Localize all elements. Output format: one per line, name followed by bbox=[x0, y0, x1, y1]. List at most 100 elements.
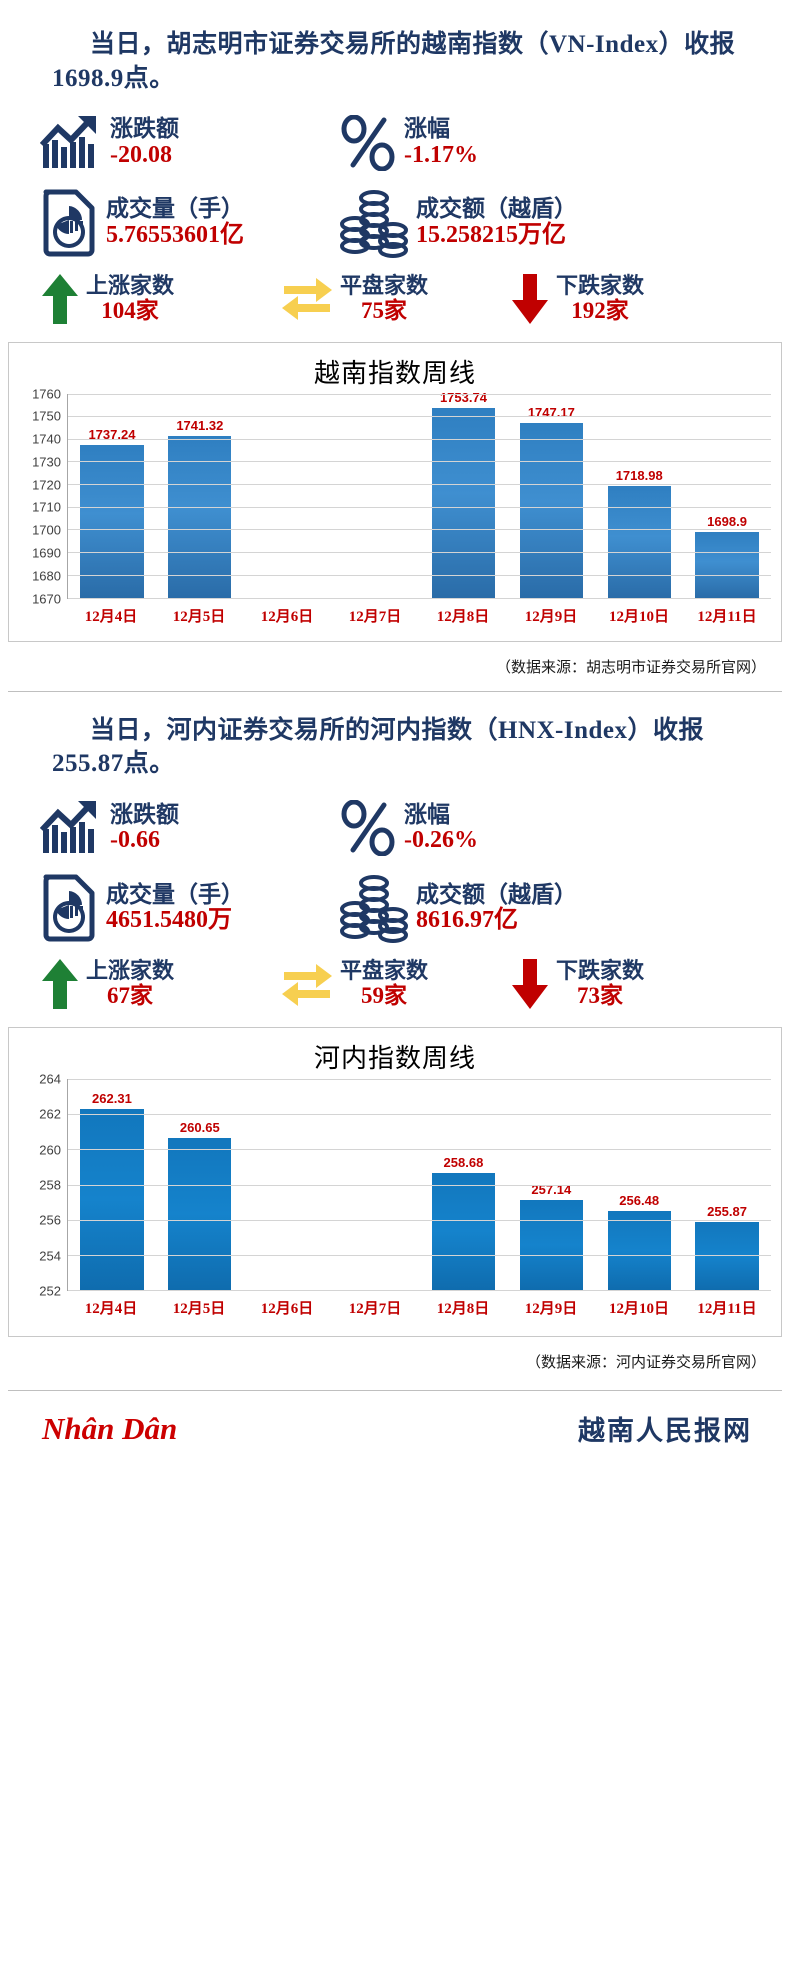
vn-decliners-label: 下跌家数 bbox=[556, 272, 645, 298]
x-axis-tick: 12月9日 bbox=[524, 608, 578, 625]
x-axis-tick: 12月4日 bbox=[84, 1301, 138, 1317]
bar-value-label: 1718.98 bbox=[615, 468, 663, 484]
vn-source-note: （数据来源：胡志明市证券交易所官网） bbox=[495, 658, 766, 676]
hnx-chart-y-axis: 264 262 260 258 256 254 252 bbox=[15, 1072, 67, 1299]
y-axis-tick: 1720 bbox=[32, 477, 61, 493]
gridline bbox=[68, 1149, 771, 1151]
hnx-change-text: 涨跌额 -0.66 bbox=[110, 801, 179, 855]
chart-bar bbox=[695, 1221, 759, 1290]
bar-slot: 256.48 bbox=[595, 1079, 683, 1290]
vn-chart-panel: 越南指数周线 1760 1750 1740 1730 1720 1710 1700 1690 1… bbox=[8, 341, 782, 642]
hnx-chart-title: 河内指数周线 bbox=[313, 1044, 476, 1073]
x-axis-tick: 12月10日 bbox=[608, 608, 669, 625]
hnx-headline-block: 当日，河内证券交易所的河内指数（HNX-Index）收报255.87点。 bbox=[0, 692, 790, 782]
hnx-unchanged-cell: 平盘家数 59家 bbox=[280, 958, 510, 1010]
y-axis-tick: 1710 bbox=[32, 499, 61, 515]
y-axis-tick: 1750 bbox=[32, 408, 61, 424]
hnx-decliners-text: 下跌家数 73家 bbox=[556, 958, 644, 1010]
hnx-decliners-value: 73家 bbox=[577, 983, 623, 1009]
vn-unchanged-cell: 平盘家数 75家 bbox=[280, 273, 510, 325]
hnx-volume-label: 成交量（手） bbox=[106, 880, 244, 907]
x-axis-tick: 12月11日 bbox=[697, 1301, 757, 1317]
hnx-change-cell: 涨跌额 -0.66 bbox=[40, 799, 340, 857]
x-axis-tick: 12月9日 bbox=[524, 1301, 578, 1317]
gridline bbox=[68, 1079, 771, 1080]
vn-chart-y-axis: 1760 1750 1740 1730 1720 1710 1700 1690 1680 1670 bbox=[15, 386, 67, 606]
vn-change-text: 涨跌额 -20.08 bbox=[110, 115, 179, 169]
y-axis-tick: 1740 bbox=[32, 431, 61, 447]
gridline bbox=[68, 552, 771, 554]
y-axis-tick: 1680 bbox=[32, 568, 61, 584]
chart-bar bbox=[607, 1211, 671, 1290]
vn-unchanged-value: 75家 bbox=[361, 297, 407, 323]
vn-headline: 当日，胡志明市证券交易所的越南指数（VN-Index）收报1698.9点。 bbox=[52, 31, 736, 92]
hnx-change-row: 涨跌额 -0.66 涨幅 -0.26% bbox=[0, 799, 790, 857]
hnx-advancers-label: 上涨家数 bbox=[86, 958, 175, 984]
hnx-unchanged-label: 平盘家数 bbox=[340, 958, 429, 984]
bar-chart-arrow-icon bbox=[40, 115, 96, 168]
vn-chart-title: 越南指数周线 bbox=[313, 358, 476, 388]
y-axis-tick: 258 bbox=[39, 1177, 61, 1193]
section-divider bbox=[8, 690, 782, 692]
vn-change-row: 涨跌额 -20.08 涨幅 -1.17% bbox=[0, 114, 790, 172]
x-axis-tick: 12月6日 bbox=[260, 1301, 314, 1317]
vn-turnover-label: 成交额（越盾） bbox=[416, 195, 577, 222]
vn-chart-plot: 1737.24 1741.32 1753.74 1747.17 1718.98 1698.… bbox=[67, 390, 771, 599]
bar-slot: 255.87 bbox=[683, 1079, 771, 1290]
y-axis-tick: 1690 bbox=[32, 545, 61, 561]
up-arrow-icon bbox=[42, 273, 78, 324]
hnx-turnover-text: 成交额（越盾） 8616.97亿 bbox=[416, 881, 577, 935]
vn-advancers-cell: 上涨家数 104家 bbox=[40, 272, 280, 326]
x-axis-tick: 12月8日 bbox=[436, 608, 490, 625]
vn-volume-value: 5.76553601亿 bbox=[106, 221, 244, 248]
hnx-unchanged-value: 59家 bbox=[361, 983, 407, 1009]
vn-decliners-cell: 下跌家数 192家 bbox=[510, 272, 644, 326]
bar-slot bbox=[244, 394, 332, 598]
hnx-change-value: -0.66 bbox=[110, 827, 160, 854]
chart-bar bbox=[519, 1199, 583, 1290]
hnx-volume-row: 成交量（手） 4651.5480万 成交额（越盾） 8616.97亿 bbox=[0, 873, 790, 943]
gridline bbox=[68, 574, 771, 576]
down-arrow-icon bbox=[512, 273, 548, 324]
bar-slot: 1741.32 bbox=[156, 394, 244, 598]
bar-slot bbox=[332, 394, 420, 598]
chart-bar bbox=[80, 445, 144, 598]
hnx-turnover-value: 8616.97亿 bbox=[416, 907, 518, 934]
bar-slot: 1698.9 bbox=[683, 394, 771, 598]
hnx-headline: 当日，河内证券交易所的河内指数（HNX-Index）收报255.87点。 bbox=[52, 716, 705, 778]
vn-headline-block: 当日，胡志明市证券交易所的越南指数（VN-Index）收报1698.9点。 bbox=[0, 0, 790, 96]
bar-slot: 1753.74 bbox=[420, 390, 508, 598]
vn-advancers-label: 上涨家数 bbox=[86, 272, 175, 298]
chart-bar bbox=[80, 1108, 144, 1290]
x-axis-tick: 12月4日 bbox=[84, 608, 138, 625]
hnx-turnover-cell: 成交额（越盾） 8616.97亿 bbox=[340, 873, 577, 943]
bar-value-label: 255.87 bbox=[707, 1203, 747, 1219]
y-axis-tick: 260 bbox=[39, 1142, 61, 1158]
hnx-pct-value: -0.26% bbox=[404, 827, 478, 854]
bar-value-label: 1698.9 bbox=[707, 514, 747, 529]
coins-stack-icon bbox=[340, 875, 408, 943]
hnx-pct-label: 涨幅 bbox=[404, 800, 450, 827]
nhan-dan-logo: Nhân Dân bbox=[42, 1410, 178, 1446]
vn-change-value: -20.08 bbox=[110, 141, 172, 168]
bar-value-label: 256.48 bbox=[619, 1193, 660, 1209]
chart-bar bbox=[607, 486, 671, 598]
hnx-volume-text: 成交量（手） 4651.5480万 bbox=[106, 881, 244, 935]
exchange-arrows-icon bbox=[282, 963, 332, 1006]
gridline bbox=[68, 1184, 771, 1186]
hnx-source-note: （数据来源：河内证券交易所官网） bbox=[525, 1354, 766, 1371]
gridline bbox=[68, 461, 771, 463]
hnx-unchanged-text: 平盘家数 59家 bbox=[340, 958, 428, 1010]
y-axis-tick: 262 bbox=[39, 1106, 61, 1122]
vn-change-cell: 涨跌额 -20.08 bbox=[40, 114, 340, 172]
vn-pct-cell: 涨幅 -1.17% bbox=[340, 114, 478, 171]
document-pie-icon bbox=[43, 189, 95, 256]
chart-bar bbox=[431, 1172, 496, 1290]
bar-slot: 260.65 bbox=[156, 1079, 244, 1290]
hnx-advancers-value: 67家 bbox=[107, 983, 153, 1009]
bar-value-label: 1741.32 bbox=[176, 417, 224, 433]
x-axis-tick: 12月6日 bbox=[260, 608, 314, 625]
vn-chart-bars: 1737.24 1741.32 1753.74 1747.17 1718.98 1698.… bbox=[68, 390, 771, 598]
hnx-breadth-row: 上涨家数 67家 平盘家数 59家 下跌家数 73家 bbox=[0, 957, 790, 1011]
gridline bbox=[68, 1114, 771, 1116]
